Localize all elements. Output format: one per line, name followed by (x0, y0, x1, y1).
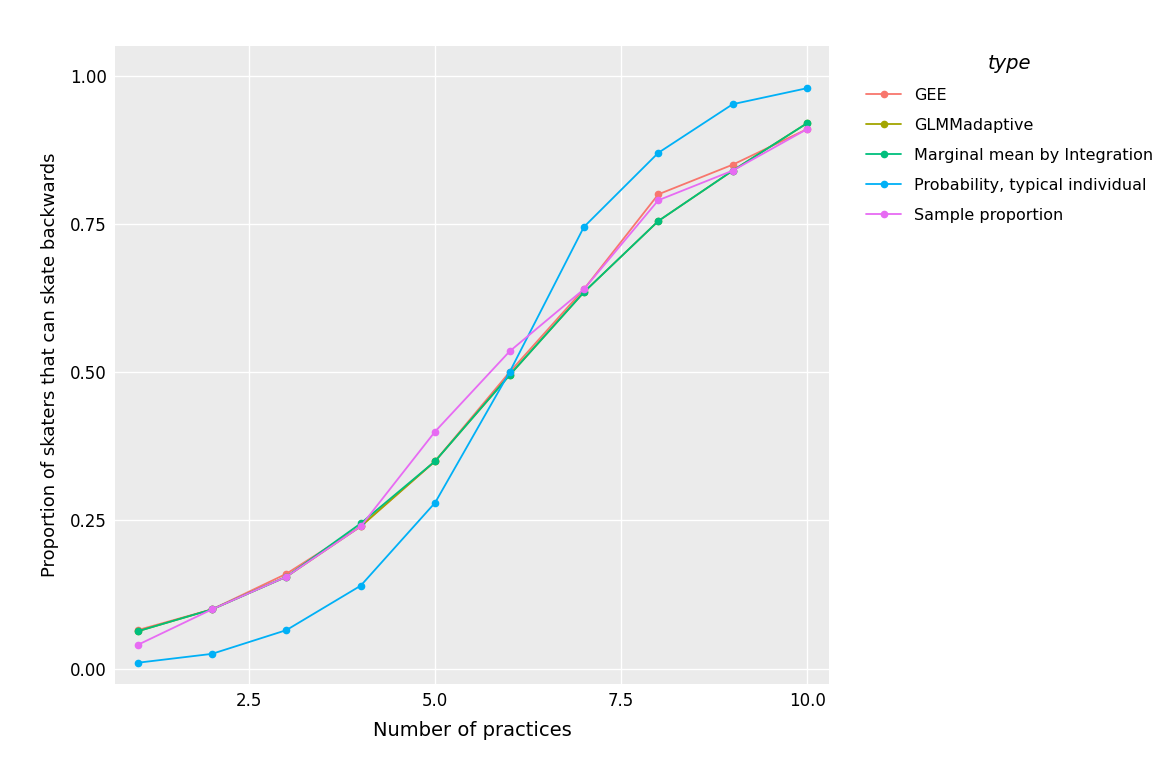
Marginal mean by Integration (280, 572, 294, 581)
Probability, typical individual (205, 649, 219, 658)
Marginal mean by Integration (801, 118, 814, 127)
Probability, typical individual (577, 222, 591, 231)
GEE (577, 285, 591, 294)
Sample proportion (801, 124, 814, 134)
Sample proportion (130, 641, 144, 650)
Sample proportion (726, 166, 740, 175)
Y-axis label: Proportion of skaters that can skate backwards: Proportion of skaters that can skate bac… (40, 153, 59, 577)
Probability, typical individual (280, 626, 294, 635)
Marginal mean by Integration (502, 371, 516, 380)
GLMMadaptive (130, 627, 144, 636)
GEE (354, 521, 367, 531)
Marginal mean by Integration (130, 627, 144, 636)
Line: Sample proportion: Sample proportion (135, 126, 810, 648)
Line: GLMMadaptive: GLMMadaptive (135, 120, 810, 634)
Probability, typical individual (130, 658, 144, 667)
Probability, typical individual (726, 100, 740, 109)
Marginal mean by Integration (354, 519, 367, 528)
Sample proportion (280, 572, 294, 581)
GEE (205, 604, 219, 614)
Sample proportion (651, 196, 665, 205)
GLMMadaptive (801, 118, 814, 127)
Sample proportion (577, 285, 591, 294)
Marginal mean by Integration (651, 217, 665, 226)
Marginal mean by Integration (577, 287, 591, 296)
GLMMadaptive (429, 456, 442, 465)
Line: Marginal mean by Integration: Marginal mean by Integration (135, 120, 810, 634)
GEE (130, 626, 144, 635)
GLMMadaptive (651, 217, 665, 226)
Probability, typical individual (801, 84, 814, 93)
X-axis label: Number of practices: Number of practices (373, 721, 571, 740)
Legend: GEE, GLMMadaptive, Marginal mean by Integration, Probability, typical individual: GEE, GLMMadaptive, Marginal mean by Inte… (858, 46, 1152, 231)
GEE (280, 569, 294, 578)
Marginal mean by Integration (726, 166, 740, 175)
GLMMadaptive (205, 604, 219, 614)
Probability, typical individual (354, 581, 367, 591)
GEE (651, 190, 665, 199)
Marginal mean by Integration (429, 456, 442, 465)
GEE (429, 456, 442, 465)
GEE (726, 160, 740, 169)
Sample proportion (429, 427, 442, 436)
Line: Probability, typical individual: Probability, typical individual (135, 85, 810, 666)
GLMMadaptive (502, 371, 516, 380)
GLMMadaptive (726, 166, 740, 175)
Line: GEE: GEE (135, 126, 810, 634)
Sample proportion (354, 521, 367, 531)
Sample proportion (205, 604, 219, 614)
GLMMadaptive (577, 287, 591, 296)
Probability, typical individual (502, 368, 516, 377)
Sample proportion (502, 347, 516, 356)
GLMMadaptive (280, 572, 294, 581)
Probability, typical individual (651, 148, 665, 157)
Marginal mean by Integration (205, 604, 219, 614)
GLMMadaptive (354, 521, 367, 531)
GEE (801, 124, 814, 134)
Probability, typical individual (429, 498, 442, 508)
GEE (502, 368, 516, 377)
